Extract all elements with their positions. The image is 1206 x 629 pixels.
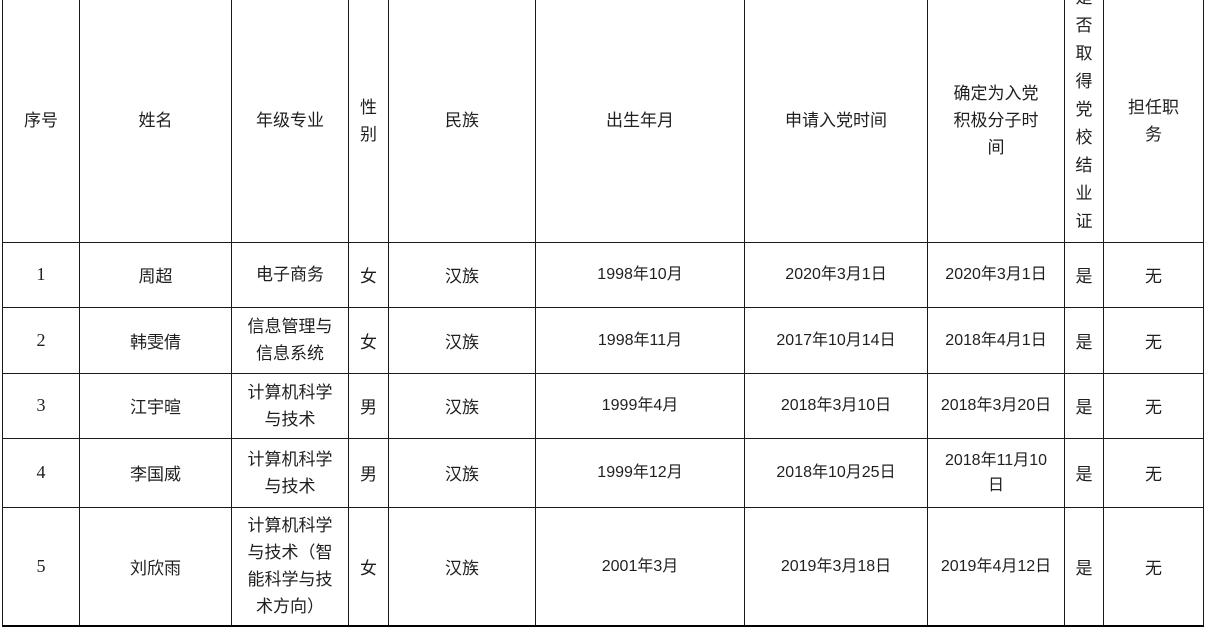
- cell-birthdate: 2001年3月: [535, 506, 745, 627]
- table-row: 3 江宇暄 计算机科学与技术 男 汉族 1999年4月 2018年3月10日 2…: [2, 372, 1204, 439]
- cell-apply-date: 2018年3月10日: [744, 372, 928, 439]
- col-header-birthdate: 出生年月: [535, 0, 745, 243]
- cell-apply-date: 2020年3月1日: [744, 241, 928, 308]
- cell-major: 计算机科学与技术: [231, 372, 349, 439]
- col-header-serial: 序号: [2, 0, 80, 243]
- cell-serial: 2: [2, 306, 80, 374]
- cell-apply-date: 2019年3月18日: [744, 506, 928, 627]
- table-row: 5 刘欣雨 计算机科学与技术（智能科学与技术方向） 女 汉族 2001年3月 2…: [2, 506, 1204, 627]
- col-header-certificate-label: 是否取得党校结业证: [1075, 0, 1093, 231]
- col-header-major: 年级专业: [231, 0, 349, 243]
- cell-major: 信息管理与信息系统: [231, 306, 349, 374]
- cell-major-text: 计算机科学与技术（智能科学与技术方向）: [247, 516, 333, 617]
- cell-ethnicity: 汉族: [388, 506, 536, 627]
- cell-apply-date: 2017年10月14日: [744, 306, 928, 374]
- cell-position: 无: [1103, 241, 1204, 308]
- cell-major-text: 信息管理与信息系统: [247, 317, 333, 363]
- header-row: 序号 姓名 年级专业 性别 民族 出生年月 申请入党时间 确定为入党积极分子时间…: [2, 0, 1204, 243]
- cell-ethnicity: 汉族: [388, 241, 536, 308]
- cell-serial: 1: [2, 241, 80, 308]
- col-header-position: 担任职务: [1103, 0, 1204, 243]
- cell-name: 刘欣雨: [79, 506, 232, 627]
- col-header-ethnicity: 民族: [388, 0, 536, 243]
- cell-major: 计算机科学与技术（智能科学与技术方向）: [231, 506, 349, 627]
- col-header-position-label: 担任职务: [1127, 97, 1179, 144]
- cell-ethnicity: 汉族: [388, 437, 536, 508]
- cell-birthdate: 1998年10月: [535, 241, 745, 308]
- cell-position: 无: [1103, 372, 1204, 439]
- cell-certificate: 是: [1064, 372, 1104, 439]
- cell-gender: 女: [348, 306, 389, 374]
- cell-name: 李国威: [79, 437, 232, 508]
- col-header-gender-label: 性别: [359, 97, 377, 144]
- cell-major-text: 电子商务: [255, 265, 324, 284]
- cell-birthdate: 1999年12月: [535, 437, 745, 508]
- cell-ethnicity: 汉族: [388, 372, 536, 439]
- cell-birthdate: 1998年11月: [535, 306, 745, 374]
- cell-ethnicity: 汉族: [388, 306, 536, 374]
- cell-activist-date: 2020年3月1日: [927, 241, 1065, 308]
- cell-birthdate: 1999年4月: [535, 372, 745, 439]
- cell-apply-date: 2018年10月25日: [744, 437, 928, 508]
- cell-gender: 男: [348, 437, 389, 508]
- cell-name: 周超: [79, 241, 232, 308]
- cell-name: 江宇暄: [79, 372, 232, 439]
- cell-position: 无: [1103, 437, 1204, 508]
- col-header-gender: 性别: [348, 0, 389, 243]
- cell-serial: 3: [2, 372, 80, 439]
- col-header-apply-date: 申请入党时间: [744, 0, 928, 243]
- cell-position: 无: [1103, 506, 1204, 627]
- col-header-certificate: 是否取得党校结业证: [1064, 0, 1104, 243]
- col-header-activist-date: 确定为入党积极分子时间: [927, 0, 1065, 243]
- col-header-name: 姓名: [79, 0, 232, 243]
- col-header-activist-date-label: 确定为入党积极分子时间: [953, 84, 1039, 158]
- table-row: 1 周超 电子商务 女 汉族 1998年10月 2020年3月1日 2020年3…: [2, 241, 1204, 308]
- cell-activist-date: 2018年4月1日: [927, 306, 1065, 374]
- cell-major: 计算机科学与技术: [231, 437, 349, 508]
- cell-activist-date: 2018年11月10日: [927, 437, 1065, 508]
- cell-gender: 女: [348, 506, 389, 627]
- cell-position: 无: [1103, 306, 1204, 374]
- table-row: 4 李国威 计算机科学与技术 男 汉族 1999年12月 2018年10月25日…: [2, 437, 1204, 508]
- cell-activist-date: 2018年3月20日: [927, 372, 1065, 439]
- cell-name: 韩雯倩: [79, 306, 232, 374]
- cell-serial: 4: [2, 437, 80, 508]
- cell-certificate: 是: [1064, 241, 1104, 308]
- cell-serial: 5: [2, 506, 80, 627]
- cell-major: 电子商务: [231, 241, 349, 308]
- cell-gender: 女: [348, 241, 389, 308]
- cell-major-text: 计算机科学与技术: [247, 382, 333, 429]
- cell-gender: 男: [348, 372, 389, 439]
- cell-activist-date: 2019年4月12日: [927, 506, 1065, 627]
- cell-major-text: 计算机科学与技术: [247, 449, 333, 496]
- table-row: 2 韩雯倩 信息管理与信息系统 女 汉族 1998年11月 2017年10月14…: [2, 306, 1204, 374]
- cell-certificate: 是: [1064, 437, 1104, 508]
- cell-certificate: 是: [1064, 306, 1104, 374]
- cell-certificate: 是: [1064, 506, 1104, 627]
